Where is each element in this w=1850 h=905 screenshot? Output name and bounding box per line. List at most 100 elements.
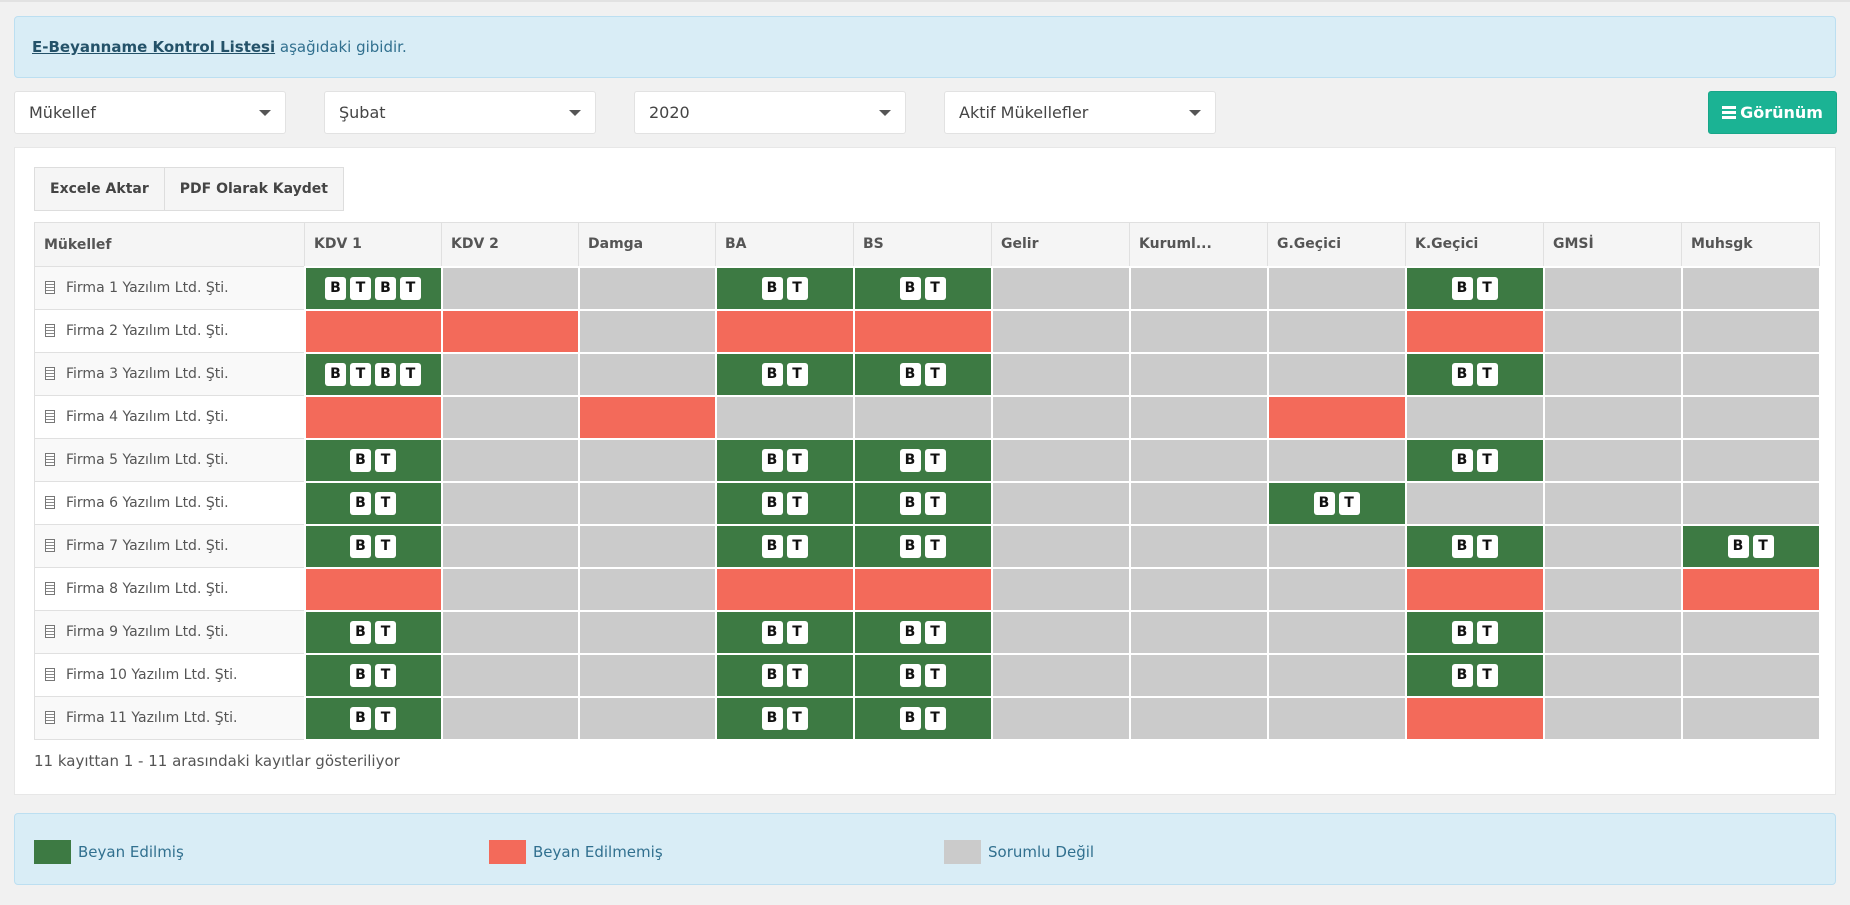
declaration-badge[interactable]: B: [375, 276, 396, 300]
column-header[interactable]: KDV 2: [441, 222, 579, 267]
column-header[interactable]: BS: [853, 222, 992, 267]
accrual-badge[interactable]: T: [924, 362, 946, 386]
declaration-badge[interactable]: B: [325, 362, 346, 386]
declaration-badge[interactable]: B: [1451, 620, 1473, 644]
declaration-badge[interactable]: B: [1451, 448, 1473, 472]
declaration-badge[interactable]: B: [761, 491, 783, 515]
accrual-badge[interactable]: T: [350, 362, 371, 386]
accrual-badge[interactable]: T: [786, 448, 808, 472]
status-cell: [577, 652, 717, 698]
status-cell: [577, 609, 717, 655]
accrual-badge[interactable]: T: [375, 534, 396, 558]
column-header[interactable]: K.Geçici: [1405, 222, 1544, 267]
column-header[interactable]: Kuruml...: [1129, 222, 1268, 267]
declaration-badge[interactable]: B: [761, 362, 783, 386]
accrual-badge[interactable]: T: [375, 448, 396, 472]
declaration-badge[interactable]: B: [375, 362, 396, 386]
year-select[interactable]: 2020: [634, 91, 906, 134]
accrual-badge[interactable]: T: [786, 663, 808, 687]
declaration-badge[interactable]: B: [899, 620, 921, 644]
column-header[interactable]: BA: [715, 222, 854, 267]
column-header[interactable]: Gelir: [991, 222, 1130, 267]
declaration-badge[interactable]: B: [325, 276, 346, 300]
accrual-badge[interactable]: T: [375, 663, 396, 687]
column-header[interactable]: Damga: [578, 222, 716, 267]
accrual-badge[interactable]: T: [1476, 448, 1498, 472]
column-header[interactable]: Muhsgk: [1681, 222, 1820, 267]
declaration-badge[interactable]: B: [1313, 491, 1335, 515]
declaration-badge[interactable]: B: [350, 534, 371, 558]
accrual-badge[interactable]: T: [924, 534, 946, 558]
taxpayer-select[interactable]: Mükellef: [14, 91, 286, 134]
accrual-badge[interactable]: T: [375, 706, 396, 730]
accrual-badge[interactable]: T: [924, 706, 946, 730]
accrual-badge[interactable]: T: [786, 620, 808, 644]
declaration-badge[interactable]: B: [1451, 362, 1473, 386]
declaration-badge[interactable]: B: [761, 534, 783, 558]
declaration-badge[interactable]: B: [899, 534, 921, 558]
accrual-badge[interactable]: T: [375, 620, 396, 644]
declaration-badge[interactable]: B: [350, 663, 371, 687]
view-button[interactable]: Görünüm: [1708, 91, 1837, 134]
accrual-badge[interactable]: T: [1476, 620, 1498, 644]
declaration-badge[interactable]: B: [899, 362, 921, 386]
chevron-down-icon: [569, 110, 581, 116]
accrual-badge[interactable]: T: [786, 362, 808, 386]
declaration-badge[interactable]: B: [350, 491, 371, 515]
accrual-badge[interactable]: T: [924, 276, 946, 300]
accrual-badge[interactable]: T: [786, 534, 808, 558]
accrual-badge[interactable]: T: [400, 362, 421, 386]
declaration-badge[interactable]: B: [761, 448, 783, 472]
declaration-badge[interactable]: B: [350, 706, 371, 730]
accrual-badge[interactable]: T: [350, 276, 371, 300]
export-excel-button[interactable]: Excele Aktar: [34, 167, 165, 211]
accrual-badge[interactable]: T: [375, 491, 396, 515]
declaration-badge[interactable]: B: [1451, 663, 1473, 687]
status-filter-select[interactable]: Aktif Mükellefler: [944, 91, 1216, 134]
declaration-badge[interactable]: B: [761, 706, 783, 730]
declaration-badge[interactable]: B: [899, 663, 921, 687]
accrual-badge[interactable]: T: [924, 448, 946, 472]
month-select[interactable]: Şubat: [324, 91, 596, 134]
accrual-badge[interactable]: T: [786, 491, 808, 515]
top-border: [0, 0, 1850, 2]
accrual-badge[interactable]: T: [1476, 276, 1498, 300]
accrual-badge[interactable]: T: [1476, 663, 1498, 687]
declaration-badge[interactable]: B: [1451, 534, 1473, 558]
taxpayer-cell: Firma 2 Yazılım Ltd. Şti.: [34, 309, 305, 353]
declaration-badge[interactable]: B: [761, 620, 783, 644]
declaration-badge[interactable]: B: [761, 663, 783, 687]
accrual-badge[interactable]: T: [400, 276, 421, 300]
declaration-badge[interactable]: B: [761, 276, 783, 300]
accrual-badge[interactable]: T: [1752, 534, 1774, 558]
accrual-badge[interactable]: T: [1476, 534, 1498, 558]
accrual-badge[interactable]: T: [786, 706, 808, 730]
month-select-value: Şubat: [339, 103, 386, 122]
column-header[interactable]: Mükellef: [34, 222, 305, 267]
export-pdf-button[interactable]: PDF Olarak Kaydet: [164, 167, 344, 211]
declaration-badge[interactable]: B: [899, 276, 921, 300]
column-header[interactable]: G.Geçici: [1267, 222, 1406, 267]
declaration-badge[interactable]: B: [899, 448, 921, 472]
column-header[interactable]: GMSİ: [1543, 222, 1682, 267]
declaration-badge[interactable]: B: [899, 491, 921, 515]
accrual-badge[interactable]: T: [1338, 491, 1360, 515]
accrual-badge[interactable]: T: [924, 663, 946, 687]
accrual-badge[interactable]: T: [924, 620, 946, 644]
declaration-badge[interactable]: B: [350, 620, 371, 644]
declaration-badge[interactable]: B: [1727, 534, 1749, 558]
checklist-link[interactable]: E-Beyanname Kontrol Listesi: [32, 38, 276, 56]
accrual-badge[interactable]: T: [786, 276, 808, 300]
accrual-badge[interactable]: T: [924, 491, 946, 515]
declaration-badge[interactable]: B: [350, 448, 371, 472]
column-header[interactable]: KDV 1: [304, 222, 442, 267]
status-cell: [577, 308, 717, 354]
declaration-badge[interactable]: B: [899, 706, 921, 730]
declaration-badge[interactable]: B: [1451, 276, 1473, 300]
accrual-badge[interactable]: T: [1476, 362, 1498, 386]
